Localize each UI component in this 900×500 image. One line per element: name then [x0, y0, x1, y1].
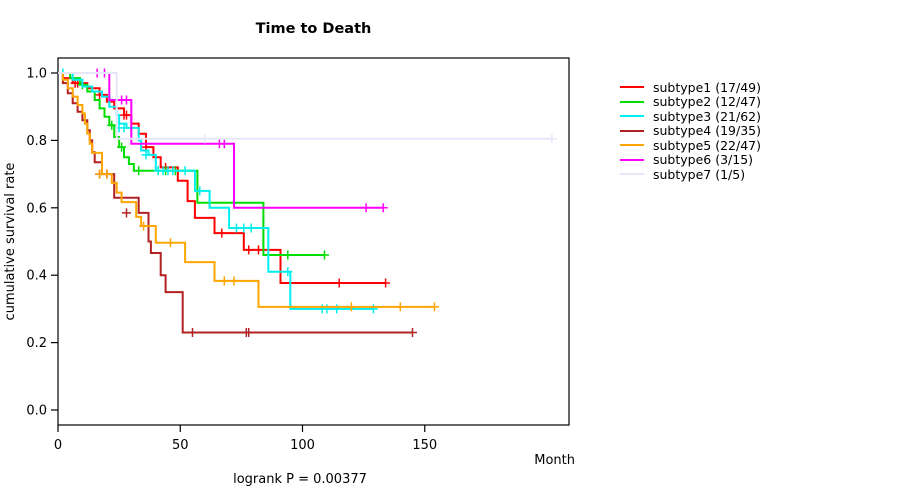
censor-marks-subtype6	[92, 68, 388, 213]
y-tick-label-0.4: 0.4	[26, 269, 47, 284]
x-tick-label-50: 50	[172, 438, 189, 453]
legend-line-subtype2	[620, 100, 644, 103]
legend-label-subtype5: subtype5 (22/47)	[653, 137, 761, 153]
censor-marks-subtype1	[70, 78, 391, 288]
y-tick-label-0.0: 0.0	[26, 404, 47, 419]
x-tick-label-0: 0	[54, 438, 62, 453]
legend-item-subtype1: subtype1 (17/49)	[620, 80, 761, 95]
legend-line-subtype4	[620, 129, 644, 132]
legend-line-subtype1	[620, 86, 644, 89]
logrank-pvalue: logrank P = 0.00377	[233, 472, 367, 487]
legend-item-subtype7: subtype7 (1/5)	[620, 167, 761, 182]
chart-title: Time to Death	[255, 21, 372, 37]
legend-label-subtype6: subtype6 (3/15)	[653, 152, 754, 168]
y-tick-label-0.2: 0.2	[26, 336, 47, 351]
y-tick-label-0.6: 0.6	[26, 201, 47, 216]
x-axis-title: Month	[534, 453, 575, 468]
legend-line-subtype7	[620, 173, 644, 176]
censor-marks-subtype7	[200, 134, 557, 144]
chart-legend: subtype1 (17/49) subtype2 (12/47) subtype3…	[620, 80, 761, 182]
legend-label-subtype1: subtype1 (17/49)	[653, 79, 761, 95]
legend-label-subtype2: subtype2 (12/47)	[653, 94, 761, 110]
legend-line-subtype6	[620, 158, 644, 161]
censor-marks-subtype4	[95, 169, 417, 337]
curve-subtype4	[58, 72, 413, 334]
legend-label-subtype7: subtype7 (1/5)	[653, 166, 746, 182]
legend-label-subtype3: subtype3 (21/62)	[653, 108, 761, 124]
curve-subtype2	[58, 72, 325, 256]
censor-marks-subtype5	[95, 169, 439, 312]
x-tick-label-100: 100	[290, 438, 315, 453]
y-tick-label-1.0: 1.0	[26, 67, 47, 82]
curve-subtype3	[58, 72, 374, 310]
legend-line-subtype3	[620, 115, 644, 118]
legend-line-subtype5	[620, 144, 644, 147]
legend-item-subtype3: subtype3 (21/62)	[620, 109, 761, 124]
censor-marks-subtype3	[58, 68, 378, 314]
legend-item-subtype6: subtype6 (3/15)	[620, 152, 761, 168]
x-tick-label-150: 150	[412, 438, 437, 453]
legend-label-subtype4: subtype4 (19/35)	[653, 123, 761, 139]
legend-item-subtype2: subtype2 (12/47)	[620, 94, 761, 110]
y-axis-title: cumulative survival rate	[3, 163, 18, 321]
legend-item-subtype4: subtype4 (19/35)	[620, 123, 761, 139]
curve-subtype7	[58, 72, 552, 140]
plot-box	[57, 57, 570, 426]
curve-subtype1	[58, 72, 386, 284]
legend-item-subtype5: subtype5 (22/47)	[620, 138, 761, 153]
curve-subtype6	[58, 72, 384, 209]
y-tick-label-0.8: 0.8	[26, 134, 47, 149]
